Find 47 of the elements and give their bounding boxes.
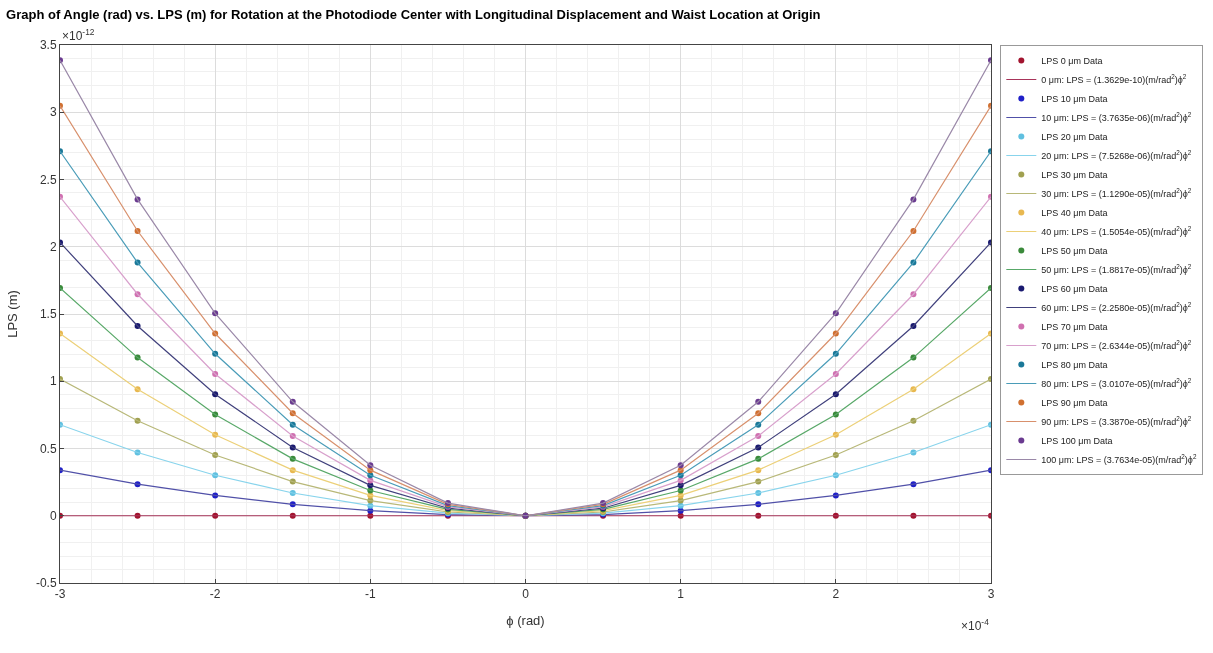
x-tick-label: -1 <box>364 587 376 602</box>
y-tick-label: 2 <box>49 239 57 254</box>
y-tick-label: 0 <box>49 508 57 523</box>
legend-label: LPS 80 μm Data <box>1041 360 1108 371</box>
legend-label: 50 μm: LPS = (1.8817e-05)(m/rad$^{2}$)ϕ$^{2}$ <box>1041 263 1192 276</box>
legend-label: 60 μm: LPS = (2.2580e-05)(m/rad$^{2}$)ϕ$^{2}$ <box>1041 301 1192 314</box>
legend-label: 30 μm: LPS = (1.1290e-05)(m/rad$^{2}$)ϕ$^{2}$ <box>1041 187 1192 200</box>
legend-label: LPS 20 μm Data <box>1041 132 1108 143</box>
legend-label: LPS 40 μm Data <box>1041 208 1108 219</box>
x-tick-label: 1 <box>677 587 685 602</box>
legend-label: LPS 10 μm Data <box>1041 94 1108 105</box>
legend-label: LPS 0 μm Data <box>1041 56 1103 67</box>
x-tick-label: 0 <box>522 587 530 602</box>
legend-label: LPS 50 μm Data <box>1041 246 1108 257</box>
legend-label: 90 μm: LPS = (3.3870e-05)(m/rad$^{2}$)ϕ$^{2}$ <box>1041 415 1192 428</box>
legend-label: LPS 60 μm Data <box>1041 284 1108 295</box>
line-series <box>60 378 991 517</box>
x-tick-label: 2 <box>832 587 840 602</box>
y-axis-title: LPS (m) <box>4 290 20 338</box>
y-tick-label: 2.5 <box>39 172 57 187</box>
legend-label: 70 μm: LPS = (2.6344e-05)(m/rad$^{2}$)ϕ$^{2}$ <box>1041 339 1192 352</box>
text: ×10$^{-4}$ <box>961 617 990 634</box>
legend-label: 100 μm: LPS = (3.7634e-05)(m/rad$^{2}$)ϕ$^{2}$ <box>1041 453 1197 466</box>
chart-title: Graph of Angle (rad) vs. LPS (m) for Rotation at the Photodiode Center with Longitudinal Displacement and Waist Location at Origin <box>6 6 821 22</box>
line-series <box>60 469 991 517</box>
y-tick-label: 0.5 <box>39 441 57 456</box>
y-tick-label: -0.5 <box>35 576 57 591</box>
x-tick-label: -3 <box>54 587 66 602</box>
legend-label: 10 μm: LPS = (3.7635e-06)(m/rad$^{2}$)ϕ$^{2}$ <box>1041 111 1192 124</box>
y-tick-label: 3.5 <box>39 38 57 53</box>
legend-label: LPS 100 μm Data <box>1041 436 1113 447</box>
legend-label: 40 μm: LPS = (1.5054e-05)(m/rad$^{2}$)ϕ$^{2}$ <box>1041 225 1192 238</box>
legend-label: 20 μm: LPS = (7.5268e-06)(m/rad$^{2}$)ϕ$^{2}$ <box>1041 149 1192 162</box>
line-series <box>60 332 991 517</box>
y-tick-label: 1.5 <box>39 307 57 322</box>
y-tick-label: 1 <box>49 374 57 389</box>
legend-label: LPS 70 μm Data <box>1041 322 1108 333</box>
text: ×10$^{-12}$ <box>62 27 95 44</box>
x-axis-title: ϕ (rad) <box>506 613 545 628</box>
y-tick-label: 3 <box>49 105 57 120</box>
legend-label: 0 μm: LPS = (1.3629e-10)(m/rad$^{2}$)ϕ$^{2}$ <box>1041 73 1187 86</box>
line-series <box>60 287 991 517</box>
legend-label: 80 μm: LPS = (3.0107e-05)(m/rad$^{2}$)ϕ$^{2}$ <box>1041 377 1192 390</box>
x-tick-label: -2 <box>209 587 221 602</box>
x-tick-label: 3 <box>987 587 995 602</box>
legend-label: LPS 90 μm Data <box>1041 398 1108 409</box>
legend-label: LPS 30 μm Data <box>1041 170 1108 181</box>
